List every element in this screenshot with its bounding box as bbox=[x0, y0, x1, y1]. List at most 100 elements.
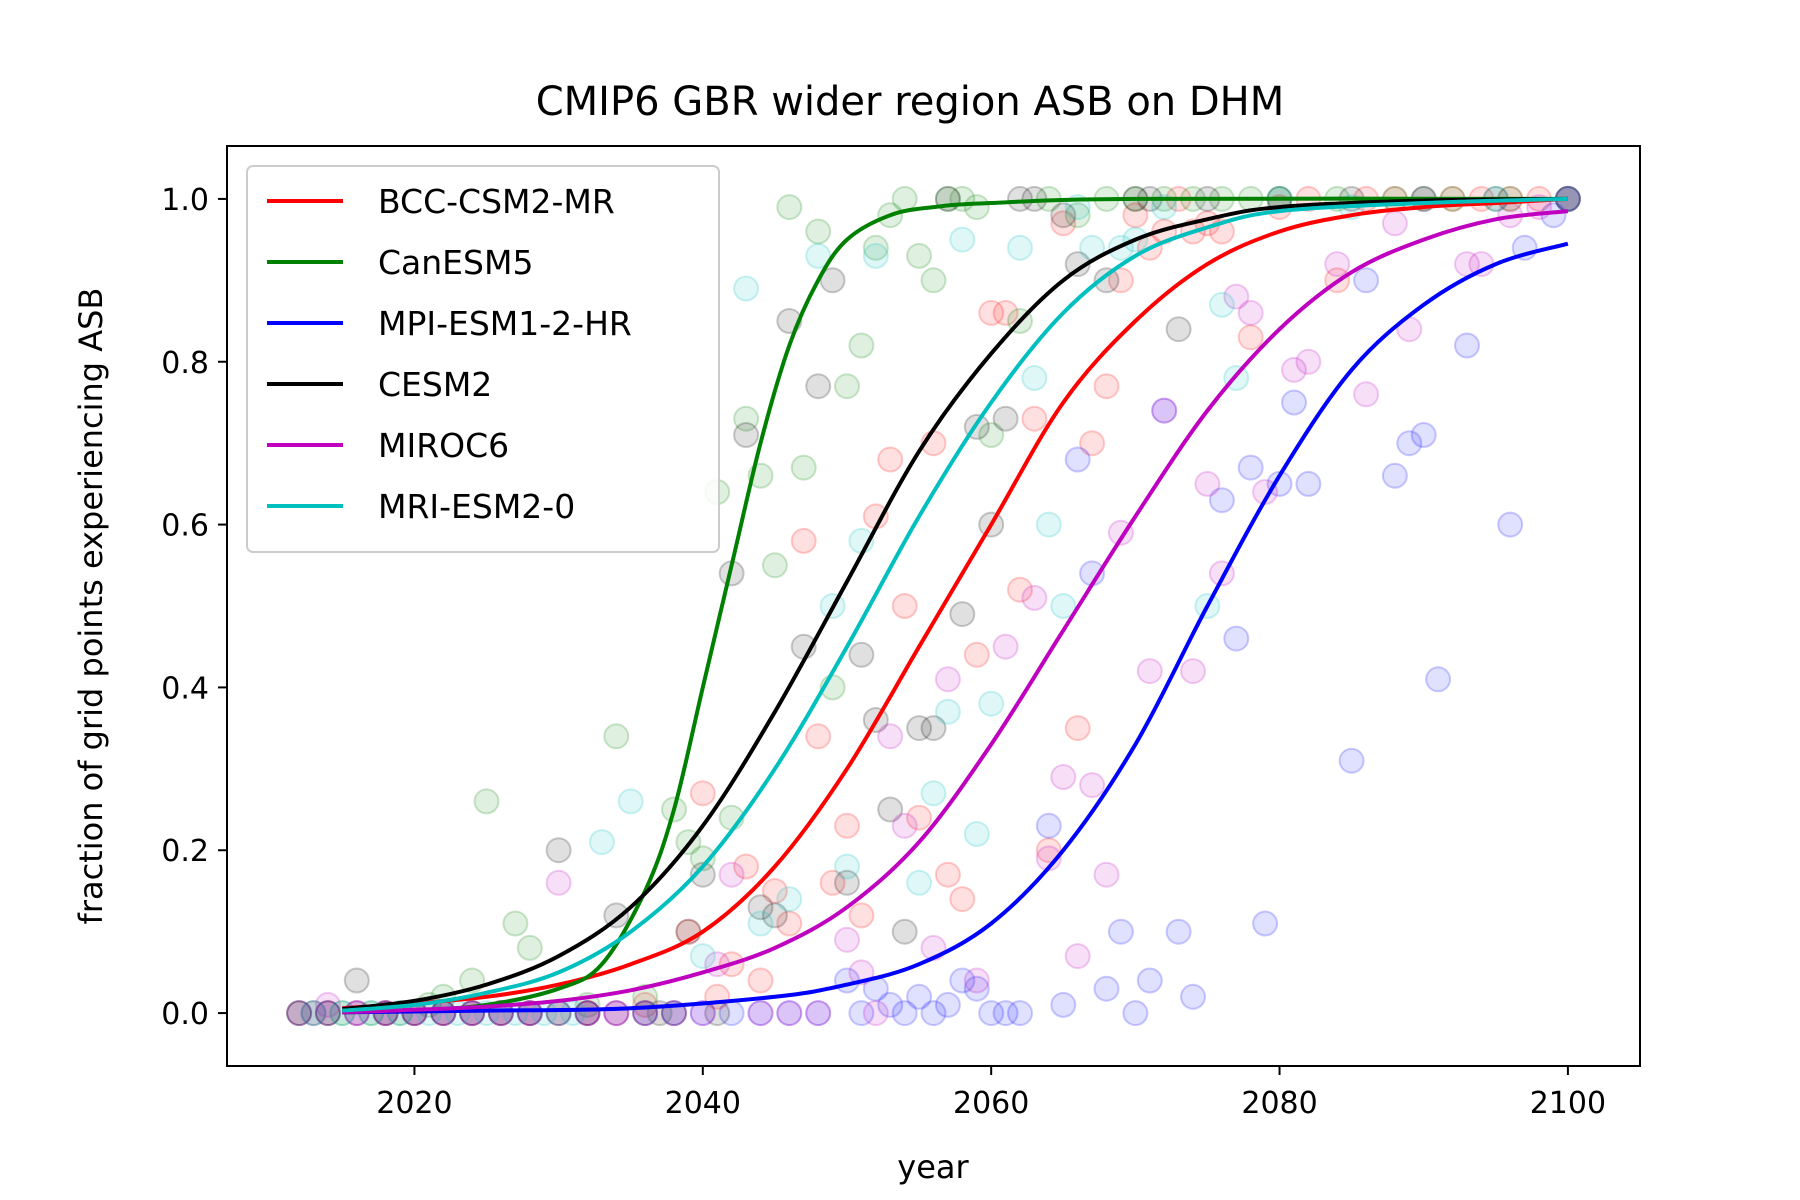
legend-entry-mri-esm2-0: MRI-ESM2-0 bbox=[267, 487, 575, 526]
data-point bbox=[286, 1000, 313, 1027]
data-point bbox=[574, 1000, 601, 1027]
data-point bbox=[1093, 373, 1120, 400]
data-point bbox=[934, 698, 961, 725]
data-point bbox=[1295, 348, 1322, 375]
data-point bbox=[1050, 764, 1077, 790]
data-point bbox=[805, 373, 832, 400]
data-point bbox=[761, 552, 788, 579]
data-point bbox=[978, 690, 1005, 717]
data-point bbox=[963, 967, 990, 994]
data-point bbox=[1122, 1000, 1149, 1027]
data-point bbox=[761, 902, 788, 929]
data-point bbox=[1107, 267, 1134, 294]
legend-label: MPI-ESM1-2-HR bbox=[378, 304, 632, 343]
data-point bbox=[747, 910, 774, 937]
data-point bbox=[805, 723, 832, 750]
line-bcc-csm2-mr bbox=[342, 196, 1569, 1011]
data-point bbox=[1165, 316, 1192, 343]
data-point bbox=[444, 1000, 471, 1027]
data-point bbox=[920, 780, 947, 807]
data-point bbox=[848, 902, 875, 929]
data-point bbox=[805, 1000, 832, 1027]
data-point bbox=[992, 633, 1019, 660]
data-point bbox=[906, 242, 933, 269]
legend-label: MRI-ESM2-0 bbox=[378, 487, 575, 526]
data-point bbox=[314, 991, 341, 1018]
data-point bbox=[574, 1000, 601, 1027]
data-point bbox=[934, 991, 961, 1018]
data-point bbox=[689, 1000, 716, 1027]
data-point bbox=[1064, 446, 1091, 473]
data-point bbox=[300, 1000, 327, 1027]
data-point bbox=[1079, 430, 1106, 457]
data-point bbox=[862, 234, 889, 261]
data-point bbox=[286, 1000, 313, 1027]
y-axis-label: fraction of grid points experiencing ASB bbox=[72, 288, 110, 925]
data-point bbox=[1381, 462, 1408, 489]
data-point bbox=[891, 593, 918, 619]
legend-entry-mpi-esm1-2-hr: MPI-ESM1-2-HR bbox=[267, 304, 632, 343]
data-point bbox=[805, 242, 832, 269]
data-point bbox=[963, 821, 990, 847]
data-point bbox=[314, 1000, 341, 1027]
data-point bbox=[1007, 576, 1033, 603]
data-point bbox=[733, 853, 760, 880]
data-point bbox=[1122, 202, 1149, 229]
chart-title: CMIP6 GBR wider region ASB on DHM bbox=[536, 79, 1285, 125]
data-point bbox=[834, 869, 860, 896]
data-point bbox=[805, 1000, 832, 1027]
data-point bbox=[516, 1000, 543, 1027]
data-point bbox=[1050, 593, 1077, 619]
data-point bbox=[343, 967, 370, 994]
data-point bbox=[747, 967, 774, 994]
legend-entry-cesm2: CESM2 bbox=[267, 365, 492, 404]
data-point bbox=[963, 975, 990, 1002]
legend-label: CanESM5 bbox=[378, 243, 533, 282]
data-point bbox=[891, 918, 918, 945]
data-point bbox=[1194, 470, 1221, 497]
data-point bbox=[776, 886, 803, 913]
data-point bbox=[920, 715, 947, 742]
data-point bbox=[560, 1000, 586, 1027]
data-point bbox=[1223, 283, 1250, 310]
data-point bbox=[1050, 202, 1077, 229]
data-point bbox=[689, 780, 716, 807]
data-point bbox=[819, 267, 846, 294]
y-tick-label: 0.6 bbox=[161, 509, 209, 544]
plot-frame bbox=[226, 145, 1641, 1067]
data-point bbox=[1410, 422, 1437, 448]
data-point bbox=[617, 788, 644, 815]
x-tick-label: 2040 bbox=[665, 1086, 741, 1121]
data-point bbox=[776, 1000, 803, 1027]
data-point bbox=[1208, 291, 1235, 318]
data-point bbox=[1035, 812, 1062, 839]
data-point bbox=[848, 332, 875, 359]
y-tick-label: 0.4 bbox=[161, 671, 209, 706]
data-point bbox=[819, 869, 846, 896]
data-point bbox=[1021, 405, 1048, 432]
data-point bbox=[689, 1000, 716, 1027]
data-point bbox=[776, 910, 803, 937]
data-point bbox=[1050, 210, 1077, 237]
data-point bbox=[776, 1000, 803, 1027]
data-point bbox=[545, 869, 572, 896]
data-point bbox=[1396, 430, 1423, 457]
data-point bbox=[1237, 454, 1264, 481]
data-point bbox=[1252, 910, 1279, 937]
legend-label: BCC-CSM2-MR bbox=[378, 182, 615, 221]
line-canesm5 bbox=[342, 196, 1568, 1015]
data-point bbox=[834, 926, 860, 953]
data-point bbox=[588, 829, 615, 856]
x-tick-label: 2100 bbox=[1530, 1086, 1606, 1121]
legend: BCC-CSM2-MR CanESM5 MPI-ESM1-2-HR CESM2 MIRO… bbox=[246, 165, 720, 553]
data-point bbox=[545, 837, 572, 864]
data-point bbox=[848, 641, 875, 668]
legend-label: CESM2 bbox=[378, 365, 492, 404]
data-point bbox=[1064, 943, 1091, 970]
data-point bbox=[574, 1000, 601, 1027]
data-point bbox=[776, 194, 803, 221]
data-point bbox=[848, 1000, 875, 1027]
legend-entry-canesm5: CanESM5 bbox=[267, 243, 533, 282]
data-point bbox=[1324, 251, 1351, 278]
